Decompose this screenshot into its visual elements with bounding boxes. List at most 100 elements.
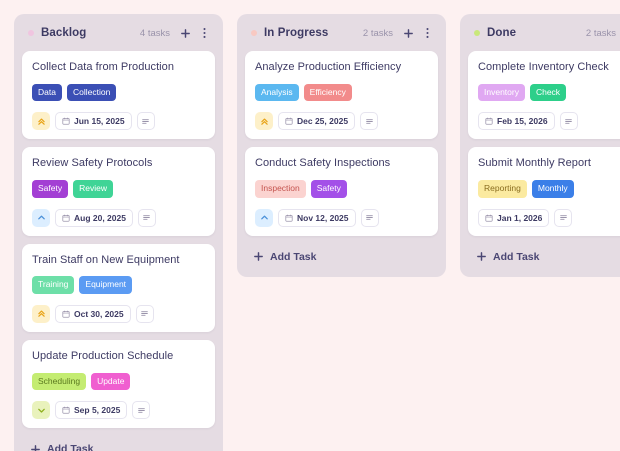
task-due-date: Feb 15, 2026: [497, 116, 548, 127]
task-tag[interactable]: Monthly: [531, 180, 574, 198]
task-title: Conduct Safety Inspections: [255, 157, 391, 170]
task-tags: Scheduling Update: [32, 372, 205, 390]
task-meta: Feb 15, 2026: [478, 112, 620, 131]
task-meta: Nov 12, 2025: [255, 208, 428, 227]
task-due-date-chip[interactable]: Oct 30, 2025: [55, 304, 131, 323]
kanban-column-done: Done 2 tasks Complete Inventory Check Inven…: [460, 14, 620, 277]
task-title: Complete Inventory Check: [478, 61, 609, 73]
kebab-menu-icon[interactable]: [198, 26, 211, 40]
add-task-button[interactable]: Add Task: [22, 436, 215, 451]
task-tag[interactable]: Analysis: [255, 83, 299, 102]
task-due-date-chip[interactable]: Feb 15, 2026: [478, 112, 555, 131]
task-tag[interactable]: Review: [73, 180, 113, 198]
task-tag[interactable]: Check: [529, 83, 567, 102]
calendar-icon: [285, 214, 293, 222]
task-title: Train Staff on New Equipment: [32, 253, 180, 266]
calendar-icon: [485, 117, 493, 125]
task-card[interactable]: Update Production Schedule Scheduling Upda…: [22, 339, 215, 428]
task-tag[interactable]: Reporting: [478, 180, 527, 198]
task-due-date: Sep 5, 2025: [74, 405, 121, 415]
note-lines-icon[interactable]: [132, 401, 151, 419]
task-tag[interactable]: Safety: [310, 180, 347, 198]
task-due-date-chip[interactable]: Nov 12, 2025: [278, 208, 356, 227]
task-card[interactable]: Submit Monthly Report Reporting Monthly Jan…: [468, 147, 620, 236]
calendar-icon: [62, 214, 70, 222]
task-title: Collect Data from Production: [32, 61, 175, 73]
note-lines-icon[interactable]: [360, 112, 379, 131]
task-tags: Inventory Check: [478, 83, 620, 102]
column-task-count: 2 tasks: [585, 27, 616, 39]
priority-chevrons-up-icon[interactable]: [255, 112, 273, 131]
task-tag[interactable]: Safety: [32, 180, 69, 198]
column-status-dot: [474, 30, 480, 36]
task-tag[interactable]: Collection: [66, 83, 117, 102]
calendar-icon: [285, 117, 293, 125]
kanban-column-backlog: Backlog 4 tasks Collect Data from Producti…: [14, 14, 223, 451]
task-card[interactable]: Conduct Safety Inspections Inspection Safe…: [245, 147, 438, 236]
note-lines-icon[interactable]: [136, 112, 155, 131]
task-meta: Dec 25, 2025: [255, 112, 428, 131]
task-tags: Safety Review: [32, 180, 205, 198]
calendar-icon: [485, 214, 493, 222]
task-due-date: Nov 12, 2025: [297, 212, 349, 223]
task-title: Submit Monthly Report: [478, 157, 591, 170]
priority-chevron-up-icon[interactable]: [255, 208, 273, 227]
add-task-button[interactable]: Add Task: [245, 244, 438, 271]
priority-chevrons-up-icon[interactable]: [32, 112, 50, 131]
task-due-date-chip[interactable]: Sep 5, 2025: [55, 401, 128, 419]
task-tags: Data Collection: [32, 83, 205, 102]
priority-chevron-down-icon[interactable]: [32, 401, 50, 419]
column-header: Done 2 tasks: [468, 22, 620, 44]
note-lines-icon[interactable]: [135, 304, 154, 323]
plus-icon: [30, 444, 41, 451]
task-title: Update Production Schedule: [32, 349, 174, 362]
note-lines-icon[interactable]: [137, 208, 156, 227]
task-due-date-chip[interactable]: Aug 20, 2025: [55, 208, 133, 227]
note-lines-icon[interactable]: [559, 112, 578, 131]
task-tag[interactable]: Training: [32, 276, 75, 294]
task-meta: Jan 1, 2026: [478, 208, 620, 227]
priority-chevrons-up-icon[interactable]: [32, 304, 50, 323]
task-tag[interactable]: Inspection: [255, 180, 306, 198]
kebab-menu-icon[interactable]: [421, 26, 434, 40]
task-due-date: Jun 15, 2025: [74, 116, 125, 127]
task-due-date-chip[interactable]: Jan 1, 2026: [478, 208, 550, 227]
task-title: Review Safety Protocols: [32, 157, 153, 170]
task-due-date-chip[interactable]: Jun 15, 2025: [55, 112, 132, 131]
add-task-button[interactable]: Add Task: [468, 244, 620, 271]
task-tags: Analysis Efficiency: [255, 83, 428, 102]
task-tag[interactable]: Inventory: [478, 83, 525, 102]
task-card[interactable]: Analyze Production Efficiency Analysis Eff…: [245, 51, 438, 140]
calendar-icon: [62, 406, 70, 414]
note-lines-icon[interactable]: [360, 208, 379, 227]
add-task-label: Add Task: [270, 250, 317, 263]
task-card[interactable]: Review Safety Protocols Safety Review Aug 2…: [22, 147, 215, 236]
plus-icon[interactable]: [402, 26, 415, 40]
task-due-date-chip[interactable]: Dec 25, 2025: [278, 112, 356, 131]
task-card[interactable]: Complete Inventory Check Inventory Check Fe…: [468, 51, 620, 140]
task-tag[interactable]: Efficiency: [303, 83, 352, 102]
note-lines-icon[interactable]: [554, 208, 573, 227]
add-task-label: Add Task: [47, 443, 94, 451]
task-tag[interactable]: Update: [91, 372, 131, 390]
plus-icon[interactable]: [179, 26, 192, 40]
column-task-count: 4 tasks: [139, 27, 170, 39]
column-title: In Progress: [264, 27, 329, 39]
task-meta: Oct 30, 2025: [32, 304, 205, 323]
column-header: Backlog 4 tasks: [22, 22, 215, 44]
task-due-date: Oct 30, 2025: [74, 308, 124, 319]
task-tags: Inspection Safety: [255, 180, 428, 198]
task-tag[interactable]: Scheduling: [32, 372, 87, 390]
task-tag[interactable]: Data: [32, 83, 62, 102]
task-card[interactable]: Collect Data from Production Data Collecti…: [22, 51, 215, 140]
task-tag[interactable]: Equipment: [79, 276, 133, 294]
plus-icon: [476, 251, 487, 262]
task-tags: Reporting Monthly: [478, 180, 620, 198]
task-card[interactable]: Train Staff on New Equipment Training Equi…: [22, 243, 215, 332]
calendar-icon: [62, 310, 70, 318]
column-task-count: 2 tasks: [362, 27, 393, 39]
priority-chevron-up-icon[interactable]: [32, 208, 50, 227]
task-meta: Sep 5, 2025: [32, 401, 205, 419]
column-status-dot: [251, 30, 257, 36]
